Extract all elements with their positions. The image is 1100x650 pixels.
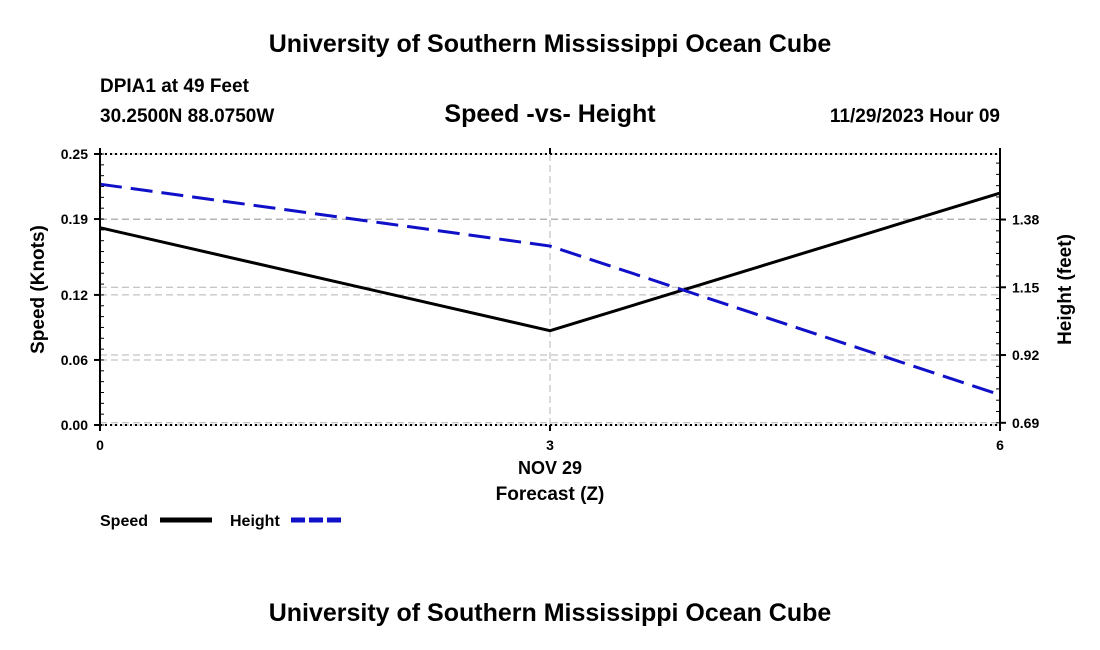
legend-label-height: Height [230,513,280,530]
station-coordinates: 30.2500N 88.0750W [100,106,275,127]
legend: Speed Height [100,513,343,530]
x-tick-label: 0 [96,437,104,453]
right-tick-label: 1.15 [1012,279,1039,295]
left-tick-label: 0.00 [61,417,88,433]
chart-subtitle: Speed -vs- Height [444,100,656,128]
y-right-axis-title: Height (feet) [1055,234,1076,345]
footer-title: University of Southern Mississippi Ocean… [268,599,832,627]
forecast-datetime: 11/29/2023 Hour 09 [829,106,1000,127]
right-tick-label: 1.38 [1012,212,1039,228]
height-series-line [99,182,1001,397]
left-tick-label: 0.12 [61,287,88,303]
right-tick-label: 0.92 [1012,347,1039,363]
left-tick-label: 0.25 [61,146,88,162]
speed-series-line [99,191,1001,333]
page-title: University of Southern Mississippi Ocean… [268,30,832,58]
y-left-axis-title: Speed (Knots) [28,225,49,354]
x-axis-title: Forecast (Z) [496,484,605,505]
left-tick-label: 0.06 [61,352,88,368]
x-tick-label: 3 [546,437,554,453]
left-tick-label: 0.19 [61,211,88,227]
right-tick-label: 0.69 [1012,415,1039,431]
x-center-date-label: NOV 29 [518,458,582,478]
x-tick-label: 6 [996,437,1004,453]
series-lines [99,182,1001,397]
axis-ticks [94,148,1006,431]
legend-label-speed: Speed [100,513,148,530]
axis-labels: 0.00 0.06 0.12 0.19 0.25 0.69 0.92 1.15 1.38 0 3 6 N… [28,146,1076,505]
station-label: DPIA1 at 49 Feet [100,76,249,97]
grid [100,153,1000,426]
